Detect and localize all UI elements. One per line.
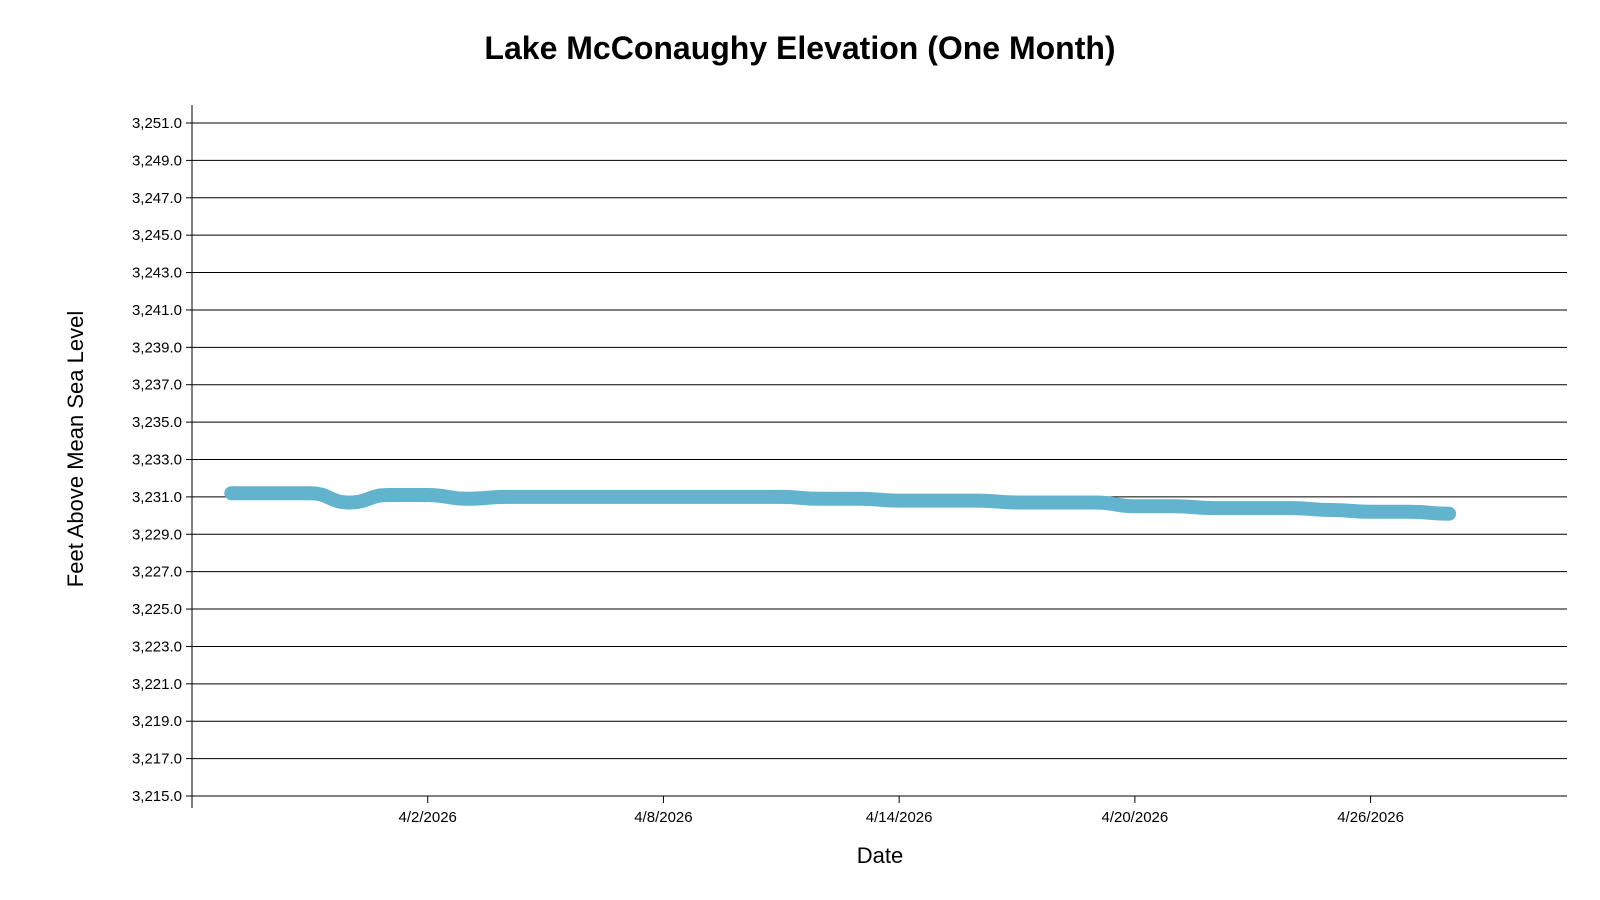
y-tick-label: 3,225.0 (132, 601, 182, 618)
chart-title: Lake McConaughy Elevation (One Month) (484, 30, 1116, 66)
data-point (1134, 505, 1136, 507)
data-point (1291, 507, 1293, 509)
y-tick-label: 3,245.0 (132, 227, 182, 244)
data-point (1370, 511, 1372, 513)
y-tick-label: 3,235.0 (132, 414, 182, 431)
data-point (230, 492, 232, 494)
data-point (387, 494, 389, 496)
data-point (505, 496, 507, 498)
y-tick-label: 3,227.0 (132, 564, 182, 581)
x-tick-label: 4/8/2026 (634, 809, 692, 826)
data-point (1095, 502, 1097, 504)
y-tick-label: 3,219.0 (132, 713, 182, 730)
data-point (1448, 513, 1450, 515)
y-axis-title: Feet Above Mean Sea Level (63, 311, 88, 587)
y-tick-label: 3,249.0 (132, 152, 182, 169)
data-point (977, 500, 979, 502)
x-tick-label: 4/2/2026 (399, 809, 457, 826)
x-axis-title: Date (857, 843, 903, 868)
data-point (1173, 505, 1175, 507)
data-point (741, 496, 743, 498)
y-tick-label: 3,215.0 (132, 788, 182, 805)
series-layer (224, 486, 1457, 521)
y-tick-label: 3,229.0 (132, 526, 182, 543)
data-point (270, 492, 272, 494)
y-tick-label: 3,221.0 (132, 676, 182, 693)
x-axis-ticks: 4/2/2026 4/8/2026 4/14/2026 4/20/2026 4/26/2… (399, 796, 1404, 826)
data-point (859, 498, 861, 500)
y-tick-label: 3,251.0 (132, 115, 182, 132)
y-tick-label: 3,247.0 (132, 190, 182, 207)
data-point (584, 496, 586, 498)
data-point (820, 498, 822, 500)
y-tick-label: 3,241.0 (132, 302, 182, 319)
data-point (1016, 502, 1018, 504)
y-tick-label: 3,223.0 (132, 638, 182, 655)
elevation-series-line (224, 486, 1457, 521)
axes (191, 105, 1567, 808)
x-tick-label: 4/20/2026 (1101, 809, 1168, 826)
data-point (348, 502, 350, 504)
data-point (780, 496, 782, 498)
data-point (309, 492, 311, 494)
data-point (427, 494, 429, 496)
grid-lines (192, 122, 1567, 797)
y-axis-ticks: 3,251.0 3,249.0 3,247.0 3,245.0 3,243.0 3,241… (132, 115, 192, 805)
data-point (1330, 509, 1332, 511)
data-point (1252, 507, 1254, 509)
data-point (937, 500, 939, 502)
y-tick-label: 3,217.0 (132, 751, 182, 768)
data-point (545, 496, 547, 498)
data-point (1055, 502, 1057, 504)
data-point (1409, 511, 1411, 513)
data-point (702, 496, 704, 498)
data-point (466, 498, 468, 500)
y-tick-label: 3,237.0 (132, 377, 182, 394)
y-tick-label: 3,233.0 (132, 452, 182, 469)
x-tick-label: 4/26/2026 (1337, 809, 1404, 826)
y-tick-label: 3,239.0 (132, 339, 182, 356)
data-point (898, 500, 900, 502)
data-point (662, 496, 664, 498)
x-tick-label: 4/14/2026 (866, 809, 933, 826)
data-point (623, 496, 625, 498)
data-point (1212, 507, 1214, 509)
y-tick-label: 3,231.0 (132, 489, 182, 506)
y-tick-label: 3,243.0 (132, 265, 182, 282)
